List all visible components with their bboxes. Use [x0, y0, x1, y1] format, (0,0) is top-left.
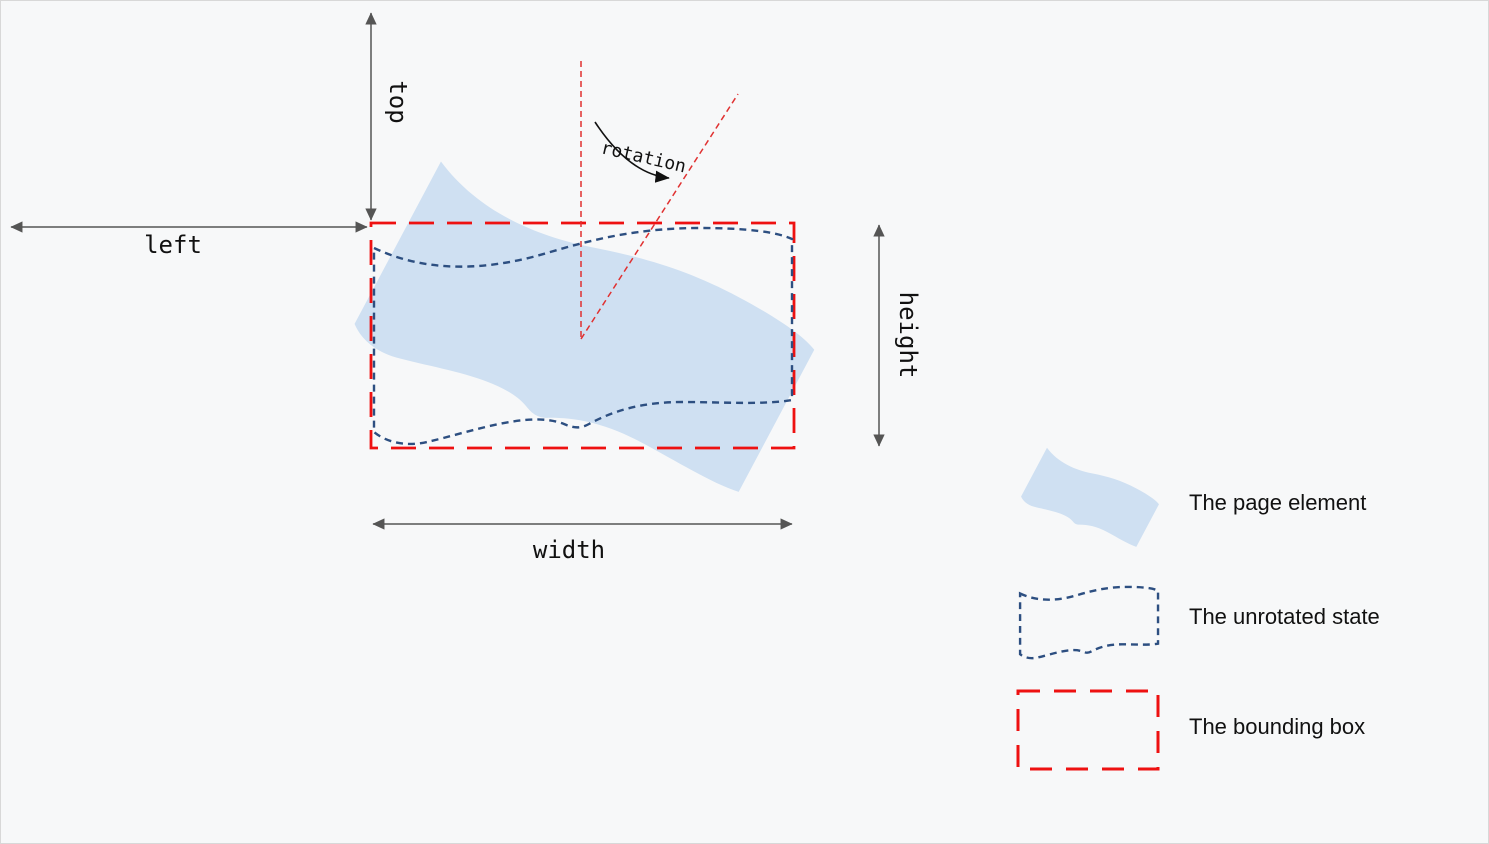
width-label: width	[533, 536, 605, 564]
legend-page-element-swatch	[1019, 442, 1161, 559]
rotation-rotated-line	[580, 93, 739, 340]
rotation-arc-arrow	[594, 121, 670, 183]
legend-label-bounding-box: The bounding box	[1189, 714, 1365, 739]
left-label: left	[144, 231, 202, 259]
legend: The page element The unrotated state The…	[1016, 442, 1380, 771]
legend-label-unrotated-state: The unrotated state	[1189, 604, 1380, 629]
legend-label-page-element: The page element	[1189, 490, 1366, 515]
height-label: height	[894, 292, 922, 379]
bounding-box	[369, 221, 796, 450]
legend-bounding-box-swatch	[1016, 689, 1160, 771]
rotation-label: rotation	[599, 137, 688, 177]
legend-unrotated-swatch	[1018, 585, 1160, 660]
top-label: top	[384, 80, 412, 123]
page-element-shape	[348, 143, 820, 531]
